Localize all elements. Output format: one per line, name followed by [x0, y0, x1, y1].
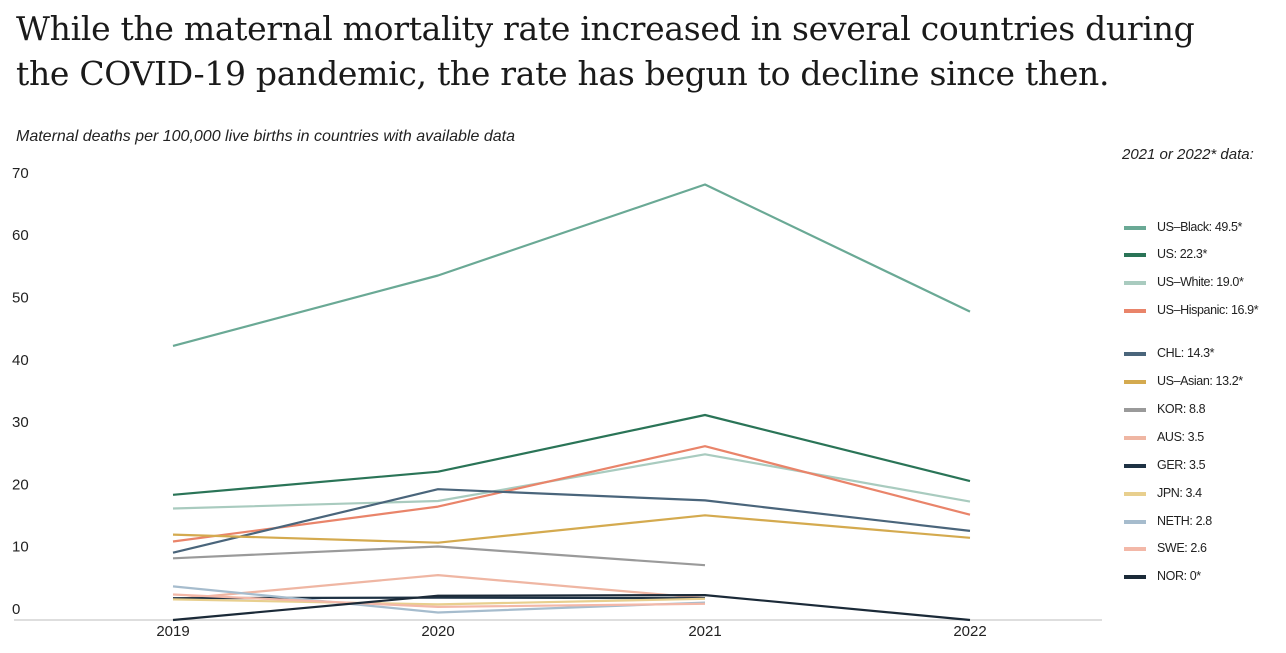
legend-swatch — [1124, 380, 1146, 384]
legend-swatch — [1124, 464, 1146, 468]
legend-swatch — [1124, 408, 1146, 412]
legend-swatch — [1124, 352, 1146, 356]
legend-label: NETH: 2.8 — [1157, 514, 1212, 528]
series-line — [172, 453, 971, 510]
y-tick-label: 10 — [12, 539, 29, 556]
series-line — [172, 597, 706, 606]
series-line — [172, 413, 971, 496]
legend-swatch — [1124, 436, 1146, 440]
series-lines — [172, 183, 971, 622]
series-line — [172, 593, 706, 609]
y-axis: 0 10 20 30 40 50 60 70 — [12, 165, 29, 618]
y-tick-label: 60 — [12, 227, 29, 244]
series-line — [172, 488, 971, 554]
x-tick-label: 2020 — [421, 623, 454, 640]
legend-swatch — [1124, 575, 1146, 579]
legend-label: NOR: 0* — [1157, 569, 1201, 583]
x-axis: 2019 2020 2021 2022 — [156, 623, 986, 640]
legend-title: 2021 or 2022* data: — [1122, 146, 1254, 163]
series-line — [172, 183, 971, 347]
x-tick-label: 2019 — [156, 623, 189, 640]
legend-label: CHL: 14.3* — [1157, 346, 1215, 360]
series-line — [172, 545, 706, 567]
x-tick-label: 2021 — [688, 623, 721, 640]
legend-label: AUS: 3.5 — [1157, 430, 1204, 444]
legend-label: KOR: 8.8 — [1157, 402, 1206, 416]
legend-swatch — [1124, 309, 1146, 313]
y-tick-label: 20 — [12, 476, 29, 493]
legend-swatch — [1124, 253, 1146, 257]
chart-subtitle: Maternal deaths per 100,000 live births … — [16, 128, 515, 145]
legend-swatch — [1124, 520, 1146, 524]
x-tick-label: 2022 — [953, 623, 986, 640]
chart-title: While the maternal mortality rate increa… — [16, 9, 1195, 93]
y-tick-label: 0 — [12, 601, 20, 618]
y-tick-label: 50 — [12, 290, 29, 307]
y-tick-label: 40 — [12, 352, 29, 369]
legend-label: US–Hispanic: 16.9* — [1157, 303, 1259, 317]
legend-label: SWE: 2.6 — [1157, 541, 1207, 555]
series-line — [172, 514, 971, 544]
legend-swatch — [1124, 492, 1146, 496]
legend-label: US–Black: 49.5* — [1157, 220, 1243, 234]
series-line — [172, 593, 971, 622]
y-tick-label: 70 — [12, 165, 29, 182]
legend-swatch — [1124, 281, 1146, 285]
legend-swatch — [1124, 226, 1146, 230]
legend-label: JPN: 3.4 — [1157, 486, 1202, 500]
series-line — [172, 445, 971, 543]
legend-label: GER: 3.5 — [1157, 458, 1206, 472]
legend-label: US–Asian: 13.2* — [1157, 374, 1243, 388]
legend-label: US–White: 19.0* — [1157, 275, 1244, 289]
y-tick-label: 30 — [12, 414, 29, 431]
series-line — [172, 573, 706, 601]
legend-swatch — [1124, 547, 1146, 551]
legend-label: US: 22.3* — [1157, 247, 1207, 261]
